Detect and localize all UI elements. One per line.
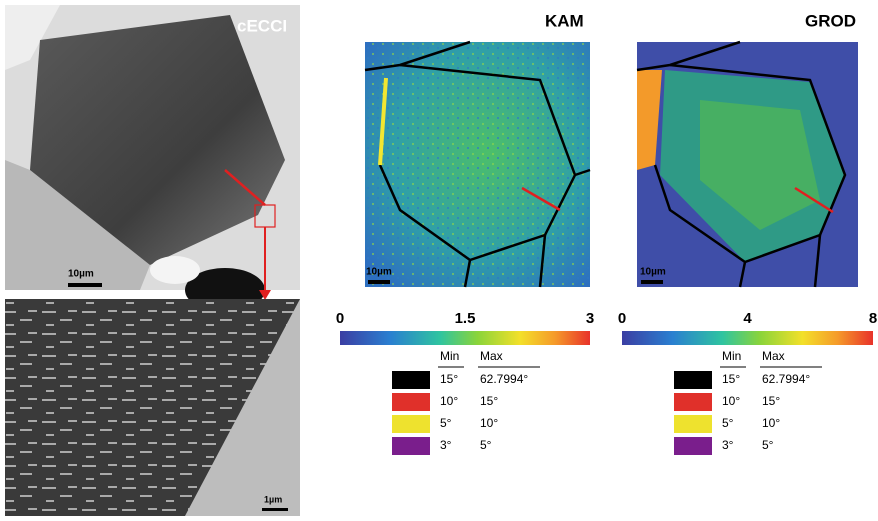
colorbar: [622, 331, 873, 345]
panel-label: KAM: [545, 11, 584, 30]
legend-cell: 10°: [762, 416, 780, 430]
legend-swatch: [674, 393, 712, 411]
figure: cECCI 10µm 1µm KAM 10µm GROD 10µm 0 1.5: [0, 0, 878, 521]
scale-bar-label: 1µm: [264, 494, 282, 504]
legend-cell: 10°: [440, 394, 458, 408]
legend-swatch: [392, 437, 430, 455]
legend-cell: 3°: [722, 438, 734, 452]
legend-cell: 5°: [440, 416, 452, 430]
legend-header: Max: [762, 349, 785, 363]
legend-cell: 15°: [440, 372, 458, 386]
legend-cell: 5°: [762, 438, 774, 452]
legend-swatch: [674, 371, 712, 389]
scale-bar-label: 10µm: [640, 267, 666, 278]
legend-cell: 5°: [722, 416, 734, 430]
legend-swatch: [674, 415, 712, 433]
legend-header: Max: [480, 349, 503, 363]
zoom-image: [5, 299, 300, 516]
legend-header: Min: [440, 349, 459, 363]
legend-cell: 10°: [480, 416, 498, 430]
legend-cell: 62.7994°: [762, 372, 810, 386]
legend-cell: 15°: [762, 394, 780, 408]
legend-cell: 3°: [440, 438, 452, 452]
legend-cell: 62.7994°: [480, 372, 528, 386]
legend-swatch: [392, 393, 430, 411]
colorbar-tick-label: 3: [586, 310, 594, 327]
legend-swatch: [392, 371, 430, 389]
cecci-image: [5, 5, 300, 312]
kam-map: [365, 42, 590, 287]
colorbar-tick-label: 0: [336, 310, 344, 327]
colorbar-tick-label: 1.5: [455, 310, 476, 327]
legend-cell: 15°: [480, 394, 498, 408]
colorbar-tick-label: 0: [618, 310, 626, 327]
panel-label: GROD: [805, 11, 856, 30]
legend-cell: 5°: [480, 438, 492, 452]
legend-swatch: [392, 415, 430, 433]
colorbar-tick-label: 4: [743, 310, 752, 327]
legend-header: Min: [722, 349, 741, 363]
legend-cell: 15°: [722, 372, 740, 386]
grod-map: [637, 42, 858, 287]
legend-swatch: [674, 437, 712, 455]
colorbar: [340, 331, 590, 345]
scale-bar-label: 10µm: [366, 267, 392, 278]
panel-label: cECCI: [237, 16, 287, 35]
legend-cell: 10°: [722, 394, 740, 408]
scale-bar-label: 10µm: [68, 269, 94, 280]
colorbar-tick-label: 8: [869, 310, 877, 327]
